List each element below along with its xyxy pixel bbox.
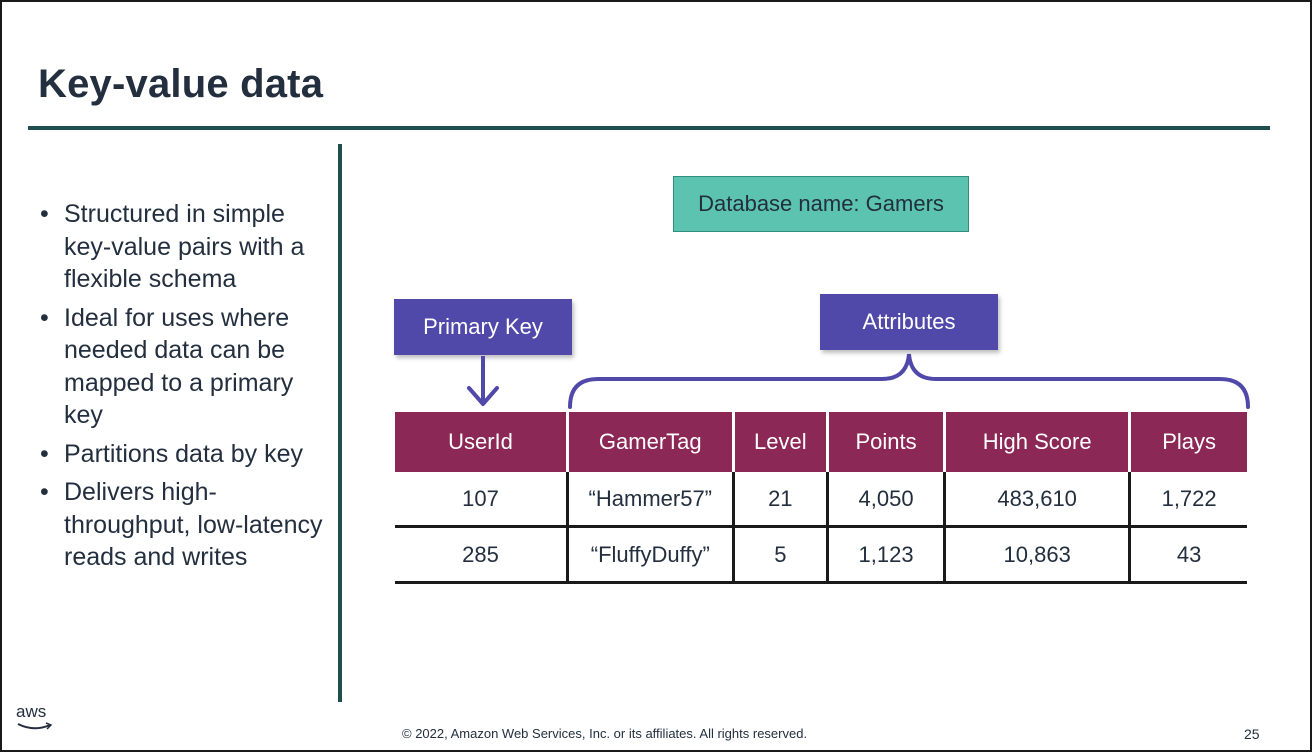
bullet-list: • Structured in simple key-value pairs wi…: [38, 198, 328, 580]
bullet-item: • Delivers high-throughput, low-latency r…: [38, 476, 328, 574]
table-cell: 285: [395, 526, 568, 584]
column-header: GamerTag: [566, 412, 734, 472]
bullet-text: Partitions data by key: [64, 439, 304, 468]
table-row: 107 “Hammer57” 21 4,050 483,610 1,722: [395, 472, 1247, 528]
aws-smile-icon: [17, 722, 53, 730]
slide-title: Key-value data: [38, 62, 324, 106]
bullet-item: • Partitions data by key: [38, 438, 328, 471]
database-name-box: Database name: Gamers: [673, 176, 969, 232]
attributes-brace: [568, 353, 1250, 409]
bullet-text: Delivers high-throughput, low-latency re…: [64, 478, 323, 571]
primary-key-label: Primary Key: [394, 299, 572, 355]
bullet-item: • Structured in simple key-value pairs wi…: [38, 198, 328, 296]
gamers-table: UserId GamerTag Level Points High Score …: [395, 412, 1247, 584]
attributes-label: Attributes: [820, 294, 998, 350]
table-cell: 107: [395, 472, 568, 528]
bullet-item: • Ideal for uses where needed data can be…: [38, 302, 328, 432]
down-arrow-icon: [467, 356, 499, 406]
table-cell: 21: [731, 472, 828, 528]
aws-logo-text: aws: [16, 702, 47, 721]
bullet-text: Ideal for uses where needed data can be …: [64, 303, 294, 430]
table-row: 285 “FluffyDuffy” 5 1,123 10,863 43: [395, 526, 1247, 584]
column-header: Level: [731, 412, 828, 472]
vertical-divider: [338, 144, 342, 702]
copyright-footer: © 2022, Amazon Web Services, Inc. or its…: [402, 726, 808, 741]
table-cell: 10,863: [943, 526, 1130, 584]
table-cell: 483,610: [943, 472, 1130, 528]
table-cell: 4,050: [826, 472, 945, 528]
table-cell: 1,722: [1128, 472, 1247, 528]
aws-logo: aws: [16, 702, 53, 730]
bullet-text: Structured in simple key-value pairs wit…: [64, 200, 305, 293]
bullet-dot: •: [40, 303, 49, 332]
table-cell: 5: [731, 526, 828, 584]
column-header: Points: [826, 412, 945, 472]
bullet-dot: •: [40, 439, 49, 468]
bullet-dot: •: [40, 200, 49, 228]
column-header: High Score: [943, 412, 1130, 472]
column-header: Plays: [1128, 412, 1247, 472]
column-header: UserId: [395, 412, 568, 472]
title-divider: [28, 126, 1270, 130]
table-cell: 43: [1128, 526, 1247, 584]
table-cell: “Hammer57”: [566, 472, 734, 528]
table-header-row: UserId GamerTag Level Points High Score …: [395, 412, 1247, 472]
page-number: 25: [1244, 726, 1260, 742]
table-cell: “FluffyDuffy”: [566, 526, 734, 584]
table-cell: 1,123: [826, 526, 945, 584]
bullet-dot: •: [40, 478, 49, 506]
